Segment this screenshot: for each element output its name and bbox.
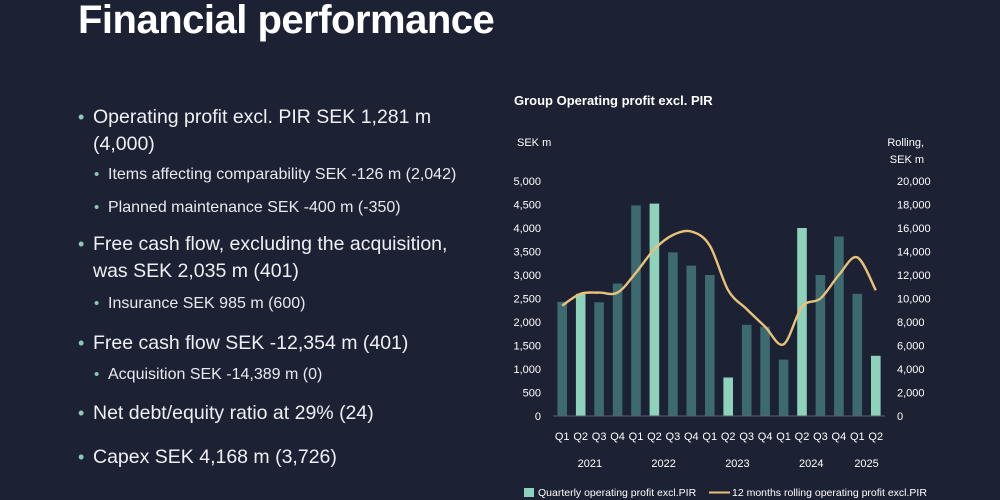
y-tick-label: 0 (535, 411, 541, 423)
y2-tick-label: 4,000 (897, 364, 925, 376)
bar (834, 236, 844, 416)
y2-tick-label: 10,000 (897, 294, 931, 306)
bullet-net-debt-equity: Net debt/equity ratio at 29% (24) (78, 400, 478, 427)
bar (557, 301, 567, 416)
x-tick-label: Q4 (832, 431, 847, 443)
y-tick-label: 3,000 (513, 270, 541, 282)
bar (649, 203, 660, 416)
y2-tick-label: 14,000 (897, 247, 931, 259)
year-label: 2024 (799, 458, 823, 470)
y-tick-label: 4,500 (513, 200, 541, 212)
x-tick-label: Q4 (610, 431, 625, 443)
bullet-items-affecting-comparability: Items affecting comparability SEK -126 m… (78, 164, 478, 186)
bar (631, 205, 641, 416)
legend-label-bar: Quarterly operating profit excl.PIR (538, 487, 697, 499)
x-tick-label: Q3 (739, 431, 754, 443)
bar (612, 283, 623, 416)
bar (575, 293, 586, 416)
bullet-free-cash-flow: Free cash flow SEK -12,354 m (401) (78, 330, 478, 357)
y-axis-title: SEK m (517, 137, 551, 149)
bullet-list: Operating profit excl. PIR SEK 1,281 m (… (78, 104, 478, 471)
bar (797, 228, 807, 416)
year-label: 2023 (725, 458, 749, 470)
page-title: Financial performance (78, 0, 495, 42)
legend-swatch-bar (524, 488, 534, 497)
y2-tick-label: 12,000 (897, 270, 931, 282)
y2-tick-label: 20,000 (897, 176, 931, 188)
y2-tick-label: 2,000 (897, 388, 925, 400)
y2-tick-label: 6,000 (897, 341, 925, 353)
y2-axis-title-line2: SEK m (890, 154, 924, 166)
x-tick-label: Q2 (868, 431, 883, 443)
bullet-insurance: Insurance SEK 985 m (600) (78, 293, 478, 315)
y2-tick-label: 18,000 (897, 200, 931, 212)
bar (741, 324, 752, 416)
y-tick-label: 2,000 (513, 317, 541, 329)
x-tick-label: Q4 (684, 431, 699, 443)
y2-tick-label: 8,000 (897, 317, 925, 329)
y-tick-label: 3,500 (513, 247, 541, 259)
x-tick-label: Q3 (666, 431, 681, 443)
y2-tick-label: 0 (897, 411, 903, 423)
bar (705, 275, 715, 416)
bar (778, 359, 789, 416)
bullet-free-cash-flow-excl-acquisition: Free cash flow, excluding the acquisitio… (78, 231, 478, 285)
x-tick-label: Q1 (629, 431, 644, 443)
x-tick-label: Q1 (555, 431, 570, 443)
y-tick-label: 2,500 (513, 294, 541, 306)
x-tick-label: Q3 (813, 431, 828, 443)
bar (760, 326, 770, 416)
y-tick-label: 1,000 (513, 364, 541, 376)
rolling-line (561, 229, 877, 346)
bullet-operating-profit: Operating profit excl. PIR SEK 1,281 m (… (78, 104, 478, 158)
bar (594, 302, 604, 416)
y2-axis-title-line1: Rolling, (887, 137, 924, 149)
legend-label-line: 12 months rolling operating profit excl.… (732, 487, 927, 499)
x-tick-label: Q4 (758, 431, 773, 443)
year-label: 2025 (854, 458, 878, 470)
x-tick-label: Q2 (721, 431, 736, 443)
year-label: 2022 (651, 458, 675, 470)
y2-tick-label: 16,000 (897, 223, 931, 235)
bar (723, 377, 733, 416)
bullet-capex: Capex SEK 4,168 m (3,726) (78, 444, 478, 471)
bar (852, 293, 863, 416)
bullet-planned-maintenance: Planned maintenance SEK -400 m (-350) (78, 197, 478, 219)
bar (668, 252, 678, 416)
y-tick-label: 5,000 (513, 176, 541, 188)
bar (871, 355, 881, 416)
x-tick-label: Q2 (647, 431, 662, 443)
bar (686, 265, 697, 416)
y-tick-label: 4,000 (513, 223, 541, 235)
x-tick-label: Q3 (592, 431, 607, 443)
year-label: 2021 (578, 458, 602, 470)
y-tick-label: 1,500 (513, 341, 541, 353)
bar (815, 275, 826, 416)
bullet-acquisition: Acquisition SEK -14,389 m (0) (78, 364, 478, 386)
x-tick-label: Q1 (776, 431, 791, 443)
x-tick-label: Q1 (850, 431, 865, 443)
x-tick-label: Q2 (795, 431, 810, 443)
y-tick-label: 500 (523, 388, 541, 400)
x-tick-label: Q2 (573, 431, 588, 443)
x-tick-label: Q1 (702, 431, 717, 443)
chart-title: Group Operating profit excl. PIR (514, 93, 713, 108)
